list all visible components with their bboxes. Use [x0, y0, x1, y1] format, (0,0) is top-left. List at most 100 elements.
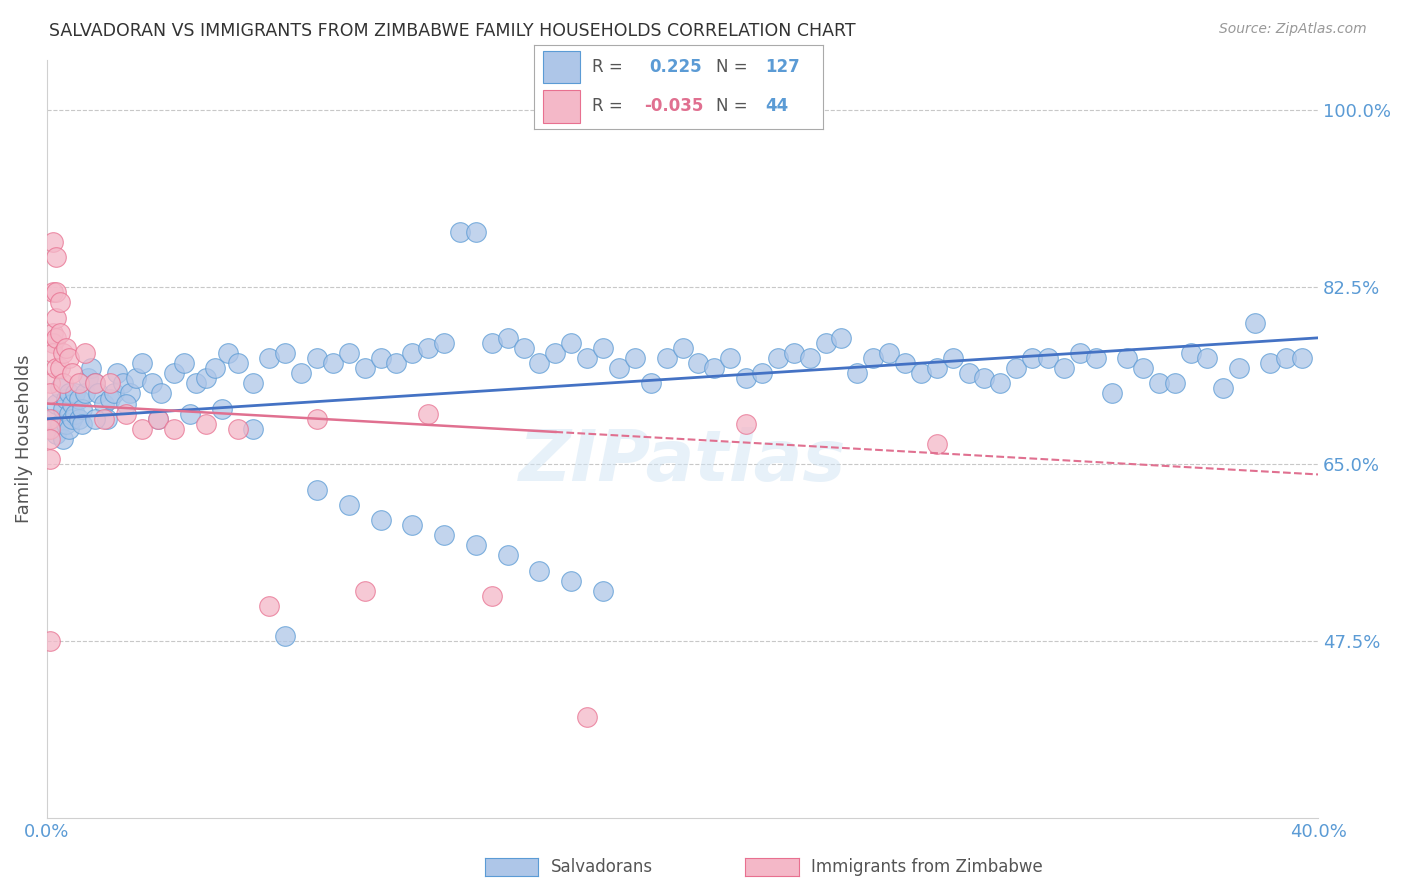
Point: [877, 346, 900, 360]
Point: [42, 285, 65, 300]
Point: [48, 361, 70, 376]
Point: [1195, 351, 1218, 365]
Point: [671, 341, 693, 355]
Point: [259, 351, 281, 365]
Point: [103, 386, 125, 401]
Bar: [543, 51, 581, 83]
Point: [39, 386, 62, 401]
Text: SALVADORAN VS IMMIGRANTS FROM ZIMBABWE FAMILY HOUSEHOLDS CORRELATION CHART: SALVADORAN VS IMMIGRANTS FROM ZIMBABWE F…: [49, 22, 856, 40]
Point: [337, 346, 360, 360]
Point: [529, 356, 551, 370]
Point: [465, 538, 488, 552]
Point: [48, 381, 70, 395]
Point: [751, 366, 773, 380]
Point: [290, 366, 312, 380]
Point: [83, 411, 105, 425]
Point: [146, 411, 169, 425]
Point: [1005, 361, 1028, 376]
Point: [973, 371, 995, 385]
Point: [576, 351, 599, 365]
Point: [217, 346, 239, 360]
Point: [735, 417, 758, 431]
Point: [862, 351, 884, 365]
Point: [163, 366, 186, 380]
Point: [67, 376, 90, 391]
Point: [401, 518, 423, 533]
Point: [385, 356, 408, 370]
Point: [42, 411, 65, 425]
Point: [560, 574, 582, 588]
Point: [70, 401, 93, 416]
Point: [65, 386, 87, 401]
Point: [52, 376, 75, 391]
Point: [58, 422, 80, 436]
Point: [100, 376, 122, 391]
Point: [48, 295, 70, 310]
Point: [259, 599, 281, 613]
Point: [560, 335, 582, 350]
Point: [925, 437, 948, 451]
Text: 0.225: 0.225: [650, 58, 702, 76]
Point: [186, 376, 208, 391]
Point: [274, 629, 297, 643]
Bar: [543, 90, 581, 122]
Text: N =: N =: [716, 97, 748, 115]
Point: [433, 335, 456, 350]
Point: [401, 346, 423, 360]
Point: [640, 376, 662, 391]
Text: -0.035: -0.035: [644, 97, 703, 115]
Point: [39, 432, 62, 446]
Point: [449, 225, 471, 239]
Text: 44: 44: [765, 97, 789, 115]
Point: [624, 351, 647, 365]
Point: [942, 351, 965, 365]
Point: [735, 371, 758, 385]
Point: [433, 528, 456, 542]
Point: [1212, 381, 1234, 395]
Point: [337, 498, 360, 512]
Point: [73, 346, 96, 360]
Point: [131, 356, 153, 370]
Point: [481, 335, 503, 350]
Point: [305, 483, 328, 497]
Point: [988, 376, 1011, 391]
Point: [846, 366, 869, 380]
Point: [163, 422, 186, 436]
Point: [370, 513, 392, 527]
Point: [576, 710, 599, 724]
Point: [60, 411, 83, 425]
Point: [1084, 351, 1107, 365]
Point: [173, 356, 195, 370]
Point: [55, 341, 77, 355]
Point: [353, 583, 375, 598]
Point: [115, 407, 138, 421]
Point: [370, 351, 392, 365]
Point: [353, 361, 375, 376]
Point: [52, 432, 75, 446]
Point: [45, 285, 67, 300]
Point: [512, 341, 534, 355]
Point: [894, 356, 917, 370]
Text: 127: 127: [765, 58, 800, 76]
Point: [58, 351, 80, 365]
Point: [592, 583, 614, 598]
Point: [58, 386, 80, 401]
Point: [67, 392, 90, 406]
Point: [146, 411, 169, 425]
Point: [39, 411, 62, 425]
Point: [1069, 346, 1091, 360]
Point: [73, 386, 96, 401]
Point: [60, 396, 83, 410]
Point: [1260, 356, 1282, 370]
Point: [465, 225, 488, 239]
Point: [1291, 351, 1313, 365]
Point: [925, 361, 948, 376]
Point: [39, 452, 62, 467]
Point: [45, 361, 67, 376]
Point: [80, 361, 103, 376]
Point: [226, 356, 249, 370]
Point: [83, 376, 105, 391]
Point: [718, 351, 741, 365]
Y-axis label: Family Households: Family Households: [15, 355, 32, 524]
Point: [141, 376, 163, 391]
